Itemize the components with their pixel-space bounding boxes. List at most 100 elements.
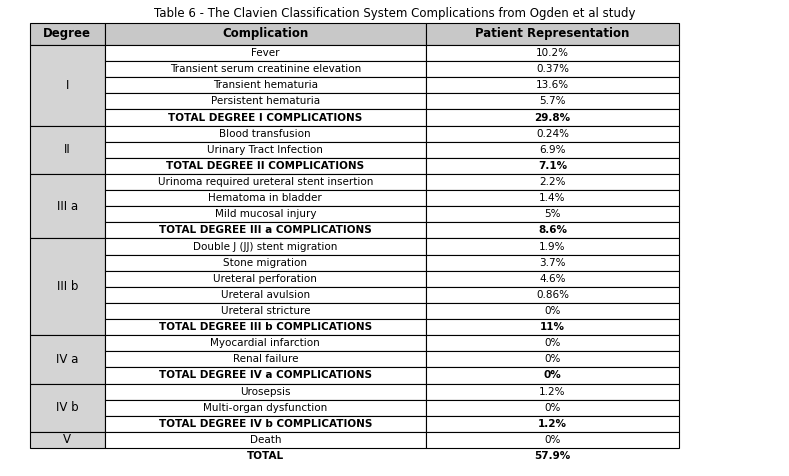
Text: Hematoma in bladder: Hematoma in bladder	[208, 193, 322, 203]
Text: TOTAL: TOTAL	[247, 451, 284, 461]
Bar	[30, 174, 105, 238]
Text: 1.2%: 1.2%	[539, 387, 566, 397]
Bar	[426, 432, 679, 448]
Bar	[105, 174, 426, 190]
Text: Patient Representation: Patient Representation	[475, 28, 630, 40]
Bar	[105, 303, 426, 319]
Text: TOTAL DEGREE II COMPLICATIONS: TOTAL DEGREE II COMPLICATIONS	[166, 161, 365, 171]
Bar	[105, 351, 426, 367]
Bar	[426, 255, 679, 271]
Bar	[30, 23, 105, 45]
Text: Ureteral avulsion: Ureteral avulsion	[221, 290, 310, 300]
Bar	[30, 238, 105, 335]
Bar	[426, 287, 679, 303]
Bar	[30, 384, 105, 432]
Text: TOTAL DEGREE I COMPLICATIONS: TOTAL DEGREE I COMPLICATIONS	[168, 112, 362, 122]
Bar	[426, 45, 679, 61]
Text: Double J (JJ) stent migration: Double J (JJ) stent migration	[193, 241, 338, 251]
Bar	[426, 61, 679, 77]
Bar	[426, 23, 679, 45]
Bar	[105, 416, 426, 432]
Text: Transient serum creatinine elevation: Transient serum creatinine elevation	[170, 64, 361, 74]
Text: 7.1%: 7.1%	[538, 161, 567, 171]
Bar	[105, 109, 426, 126]
Bar	[105, 190, 426, 206]
Text: 0%: 0%	[544, 435, 561, 445]
Bar	[426, 367, 679, 384]
Bar	[30, 432, 105, 448]
Text: 13.6%: 13.6%	[536, 80, 569, 90]
Text: Urinary Tract Infection: Urinary Tract Infection	[208, 145, 323, 155]
Text: TOTAL DEGREE IV b COMPLICATIONS: TOTAL DEGREE IV b COMPLICATIONS	[159, 419, 372, 429]
Text: 10.2%: 10.2%	[536, 48, 569, 58]
Bar	[105, 61, 426, 77]
Text: IV a: IV a	[56, 353, 78, 366]
Text: TOTAL DEGREE IV a COMPLICATIONS: TOTAL DEGREE IV a COMPLICATIONS	[159, 370, 372, 380]
Bar	[426, 222, 679, 238]
Bar	[105, 45, 426, 61]
Bar	[105, 77, 426, 93]
Bar	[426, 77, 679, 93]
Text: 4.6%: 4.6%	[539, 274, 566, 284]
Bar	[426, 93, 679, 109]
Bar	[426, 351, 679, 367]
Bar	[105, 335, 426, 351]
Text: Degree: Degree	[43, 28, 92, 40]
Bar	[105, 400, 426, 416]
Bar	[105, 384, 426, 400]
Bar	[105, 158, 426, 174]
Bar	[30, 45, 105, 126]
Bar	[426, 126, 679, 142]
Text: Table 6 - The Clavien Classification System Complications from Ogden et al study: Table 6 - The Clavien Classification Sys…	[154, 7, 635, 20]
Text: III a: III a	[57, 200, 78, 213]
Text: TOTAL DEGREE III b COMPLICATIONS: TOTAL DEGREE III b COMPLICATIONS	[159, 322, 372, 332]
Text: 0%: 0%	[544, 354, 561, 364]
Text: Blood transfusion: Blood transfusion	[219, 129, 311, 139]
Text: III b: III b	[57, 280, 78, 293]
Text: Urosepsis: Urosepsis	[240, 387, 290, 397]
Text: 0%: 0%	[544, 403, 561, 413]
Bar	[426, 384, 679, 400]
Text: 11%: 11%	[540, 322, 565, 332]
Text: 0%: 0%	[544, 338, 561, 348]
Text: Death: Death	[249, 435, 281, 445]
Bar	[30, 126, 105, 174]
Text: V: V	[63, 434, 71, 446]
Bar	[30, 335, 105, 384]
Text: 6.9%: 6.9%	[539, 145, 566, 155]
Text: 2.2%: 2.2%	[539, 177, 566, 187]
Text: IV b: IV b	[56, 401, 79, 414]
Bar	[426, 271, 679, 287]
Bar	[105, 93, 426, 109]
Bar	[426, 400, 679, 416]
Text: Complication: Complication	[222, 28, 308, 40]
Text: Urinoma required ureteral stent insertion: Urinoma required ureteral stent insertio…	[158, 177, 373, 187]
Text: Transient hematuria: Transient hematuria	[213, 80, 318, 90]
Text: 8.6%: 8.6%	[538, 225, 567, 235]
Text: Ureteral perforation: Ureteral perforation	[213, 274, 317, 284]
Bar	[105, 126, 426, 142]
Bar	[426, 319, 679, 335]
Text: 57.9%: 57.9%	[534, 451, 570, 461]
Bar	[426, 109, 679, 126]
Text: Multi-organ dysfunction: Multi-organ dysfunction	[203, 403, 327, 413]
Bar	[426, 335, 679, 351]
Text: 0.86%: 0.86%	[536, 290, 569, 300]
Bar	[426, 174, 679, 190]
Text: 1.4%: 1.4%	[539, 193, 566, 203]
Bar	[426, 238, 679, 255]
Text: 1.9%: 1.9%	[539, 241, 566, 251]
Bar	[105, 222, 426, 238]
Bar	[105, 238, 426, 255]
Bar	[105, 206, 426, 222]
Text: I: I	[65, 79, 69, 92]
Text: 0%: 0%	[544, 306, 561, 316]
Text: 0.37%: 0.37%	[536, 64, 569, 74]
Text: 3.7%: 3.7%	[539, 258, 566, 268]
Bar	[105, 271, 426, 287]
Text: Fever: Fever	[251, 48, 279, 58]
Text: 1.2%: 1.2%	[538, 419, 567, 429]
Bar	[105, 255, 426, 271]
Bar	[105, 287, 426, 303]
Text: 5%: 5%	[544, 209, 561, 219]
